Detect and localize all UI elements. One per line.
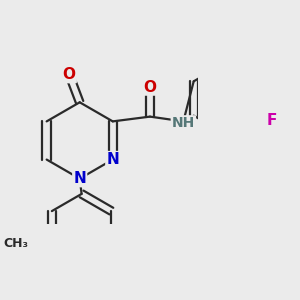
Text: N: N: [73, 171, 86, 186]
Text: O: O: [143, 80, 157, 94]
Text: NH: NH: [172, 116, 195, 130]
Text: O: O: [63, 67, 76, 82]
Text: F: F: [266, 113, 277, 128]
Text: N: N: [106, 152, 119, 167]
Text: CH₃: CH₃: [3, 237, 28, 250]
